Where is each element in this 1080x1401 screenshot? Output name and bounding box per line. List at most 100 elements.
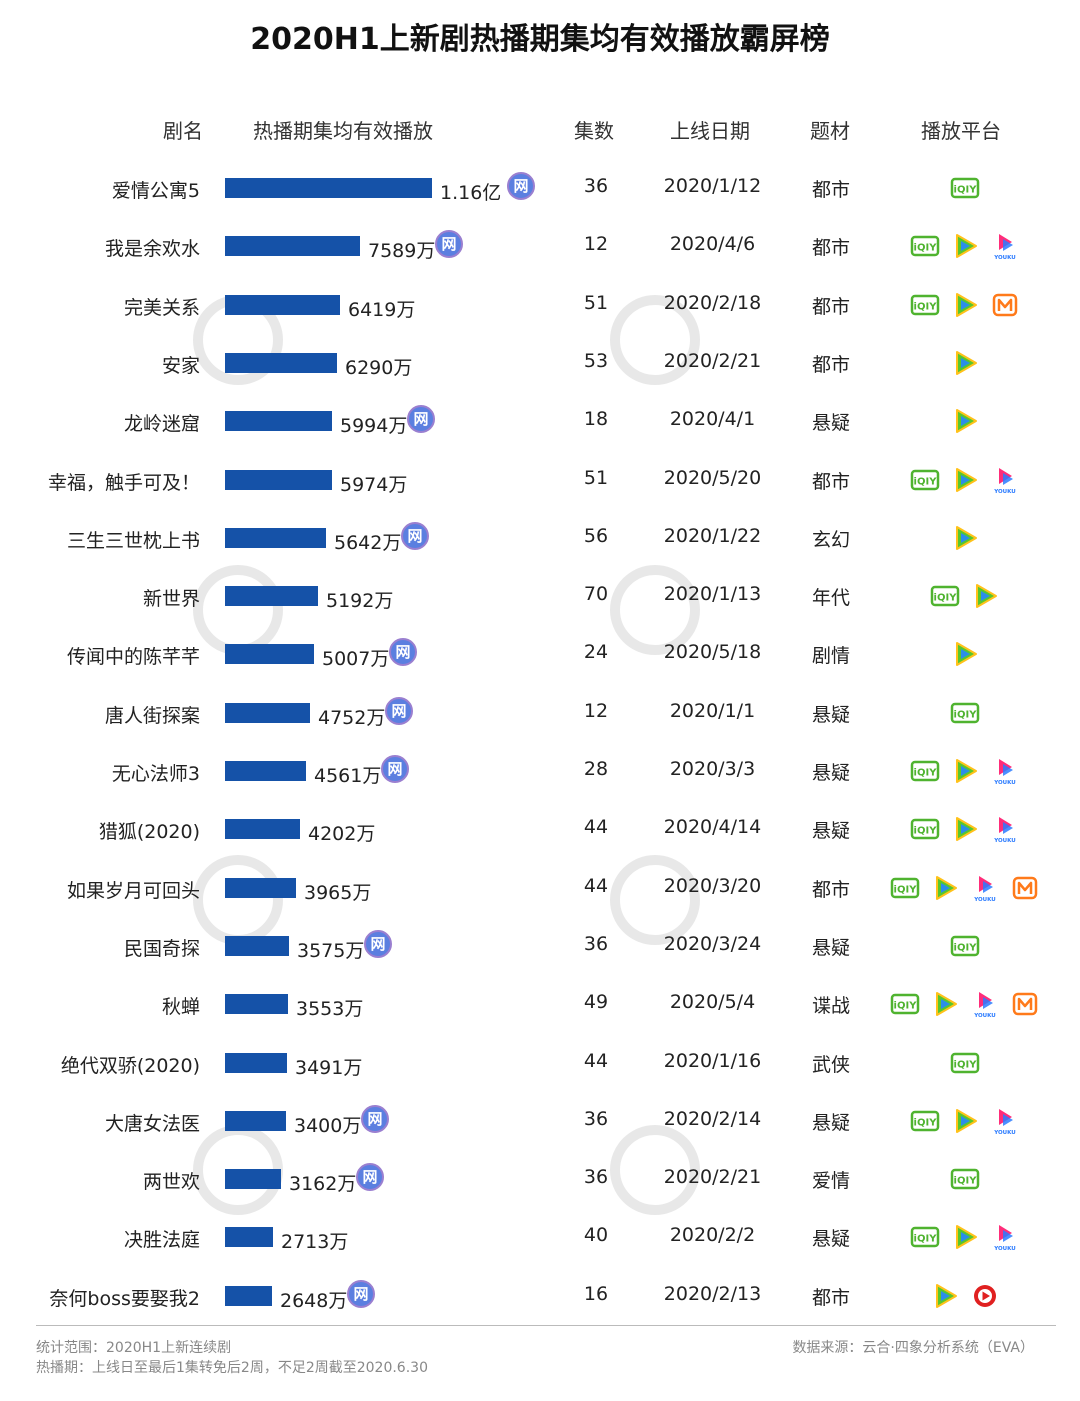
episodes: 28 [583,758,609,780]
table-row: 民国奇探 3575万网 36 2020/3/24 悬疑 iQIY [0,926,1080,966]
genre: 剧情 [811,645,850,668]
svg-text:iQIY: iQIY [954,1059,978,1070]
value-label: 2713万 [281,1231,349,1254]
value-label: 5192万 [326,590,394,613]
drama-name: 传闻中的陈芊芊 [66,646,200,669]
svg-text:iQIY: iQIY [914,768,938,779]
svg-text:iQIY: iQIY [914,1234,938,1245]
iqiyi-icon: iQIY [950,177,980,199]
svg-text:iQIY: iQIY [914,243,938,254]
page-title: 2020H1上新剧热播期集均有效播放霸屏榜 [250,22,830,57]
genre: 爱情 [811,1170,850,1193]
bar [225,294,340,315]
bar [225,935,289,956]
table-row: 绝代双骄(2020) 3491万 44 2020/1/16 武侠 iQIY [0,1043,1080,1083]
drama-name: 秋蝉 [161,996,200,1019]
episodes: 49 [583,991,609,1014]
release-date: 2020/2/21 [663,349,762,372]
episodes: 36 [583,175,609,197]
youku-icon: YOUKU [993,467,1016,495]
platform-list: iQIY YOUKU [880,873,1050,903]
platform-list: iQIY [880,173,1050,203]
footer-scope: 统计范围：2020H1上新连续剧 [36,1340,232,1356]
network-badge-icon: 网 [381,755,409,783]
drama-name: 新世界 [142,588,200,611]
platform-list [880,348,1050,378]
bar [225,1110,286,1131]
table-row: 决胜法庭 2713万 40 2020/2/2 悬疑 iQIY YOUKU [0,1217,1080,1257]
genre: 武侠 [811,1053,850,1076]
table-row: 完美关系 6419万 51 2020/2/18 都市 iQIY [0,285,1080,325]
tencent-icon [956,1108,977,1133]
value-label: 3553万 [296,998,364,1021]
drama-name: 安家 [161,354,200,377]
table-row: 幸福，触手可及！ 5974万 51 2020/5/20 都市 iQIY YOUKU [0,460,1080,500]
bar [225,702,310,723]
release-date: 2020/4/14 [663,816,762,839]
release-date: 2020/2/21 [663,1166,762,1189]
genre: 谍战 [811,995,850,1018]
svg-text:iQIY: iQIY [954,185,978,196]
bar [225,761,306,781]
tencent-icon [956,467,977,492]
network-badge-icon: 网 [347,1279,375,1308]
bar [225,1227,273,1248]
value-label: 5642万 [334,531,402,554]
table-row: 我是余欢水 7589万网 12 2020/4/6 都市 iQIY YOUKU [0,226,1080,266]
tencent-icon [936,992,957,1017]
bar [225,352,337,373]
bar [225,469,332,490]
youku-icon: YOUKU [993,1225,1016,1252]
drama-name: 猎狐(2020) [98,821,200,844]
value-label: 5007万 [322,648,390,671]
tencent-icon [956,642,977,667]
svg-text:iQIY: iQIY [954,942,978,953]
genre: 都市 [811,237,850,260]
svg-text:iQIY: iQIY [914,1117,938,1128]
svg-text:YOUKU: YOUKU [993,1130,1016,1136]
iqiyi-icon: iQIY [910,294,940,315]
release-date: 2020/4/1 [669,408,756,431]
mango-icon [992,293,1018,316]
episodes: 44 [583,874,609,897]
release-date: 2020/4/6 [669,233,756,256]
mango-icon [1012,992,1038,1016]
pptv-icon [974,1284,996,1307]
tencent-icon [936,875,957,900]
episodes: 44 [583,1049,609,1072]
network-badge-icon: 网 [385,696,413,725]
episodes: 12 [583,699,609,722]
platform-list: iQIY [880,1164,1050,1194]
episodes: 51 [583,291,609,314]
release-date: 2020/3/24 [663,932,762,955]
episodes: 16 [583,1282,609,1305]
youku-icon: YOUKU [973,875,996,903]
table-row: 猎狐(2020) 4202万 44 2020/4/14 悬疑 iQIY YOUKU [0,809,1080,849]
genre: 悬疑 [811,762,850,784]
genre: 都市 [811,1286,850,1309]
table-row: 大唐女法医 3400万网 36 2020/2/14 悬疑 iQIY YOUKU [0,1101,1080,1141]
iqiyi-icon: iQIY [910,236,940,257]
bar [225,411,332,432]
platform-list: iQIY YOUKU [880,1106,1050,1136]
tencent-icon [956,292,977,317]
drama-name: 爱情公寓5 [111,180,200,202]
bar [225,527,326,548]
bar [225,178,432,198]
network-badge-icon: 网 [435,230,463,259]
drama-name: 民国奇探 [123,937,200,960]
drama-name: 我是余欢水 [104,238,200,261]
svg-text:iQIY: iQIY [914,476,938,487]
value-label: 3575万 [297,939,365,962]
platform-list: iQIY [880,931,1050,961]
svg-text:YOUKU: YOUKU [993,1246,1016,1252]
bar [225,1169,281,1190]
episodes: 51 [583,466,609,489]
header-platform: 播放平台 [921,119,1001,143]
release-date: 2020/5/18 [663,641,762,664]
platform-list [880,406,1050,436]
value-label: 1.16亿 [440,182,502,204]
bar [225,994,288,1015]
iqiyi-icon: iQIY [910,1110,940,1132]
bar [225,819,300,840]
